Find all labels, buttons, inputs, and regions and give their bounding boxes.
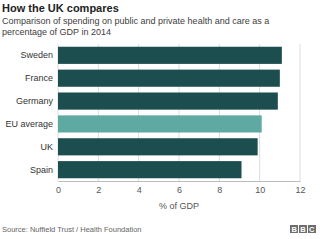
chart: How the UK compares Comparison of spendin… [0, 0, 320, 239]
logo-text: BBC [292, 225, 318, 234]
x-tick: 4 [137, 181, 142, 195]
category-label: EU average [5, 119, 53, 129]
x-tick: 8 [217, 181, 222, 195]
bar [58, 70, 280, 87]
grid-line [219, 44, 220, 181]
x-tick: 0 [56, 181, 61, 195]
x-axis-line [59, 181, 301, 182]
source: Source: Nuffield Trust / Health Foundati… [2, 225, 142, 234]
grid-line [259, 44, 260, 181]
x-tick: 6 [177, 181, 182, 195]
grid-line [98, 44, 99, 181]
x-tick-label: 4 [137, 185, 142, 195]
bar [58, 47, 282, 64]
grid-line [58, 44, 59, 181]
y-tick: Germany [16, 96, 58, 106]
x-tick: 12 [295, 181, 305, 195]
category-label: Spain [30, 165, 53, 175]
category-label: UK [40, 142, 53, 152]
category-label: Germany [16, 96, 54, 106]
title: How the UK compares [2, 2, 119, 14]
x-tick-label: 10 [255, 185, 265, 195]
y-axis: Sweden France Germany EU average UK Spain [5, 45, 58, 182]
category-label: Sweden [20, 50, 53, 60]
bar [58, 138, 258, 155]
grid [58, 44, 300, 181]
category-label: France [25, 73, 53, 83]
bars [58, 47, 282, 179]
grid-line [179, 44, 180, 181]
bar [58, 161, 242, 178]
x-axis-title: % of GDP [159, 201, 199, 211]
y-tick: France [25, 73, 58, 83]
y-tick: EU average [5, 119, 58, 129]
grid-line [300, 44, 301, 181]
y-tick: Spain [30, 165, 58, 175]
y-tick: UK [40, 142, 58, 152]
x-tick: 2 [96, 181, 101, 195]
logo: BBC [290, 225, 318, 234]
x-tick: 10 [255, 181, 265, 195]
x-axis: 0 2 4 6 8 10 12 [56, 181, 306, 195]
x-tick-label: 6 [177, 185, 182, 195]
subtitle: Comparison of spending on public and pri… [2, 16, 269, 37]
grid-line [138, 44, 139, 181]
bar [58, 115, 262, 132]
bar [58, 92, 278, 109]
x-tick-label: 12 [295, 185, 305, 195]
x-tick-label: 0 [56, 185, 61, 195]
x-tick-label: 2 [96, 185, 101, 195]
x-tick-label: 8 [217, 185, 222, 195]
y-axis-line [58, 45, 59, 182]
y-tick: Sweden [20, 50, 58, 60]
